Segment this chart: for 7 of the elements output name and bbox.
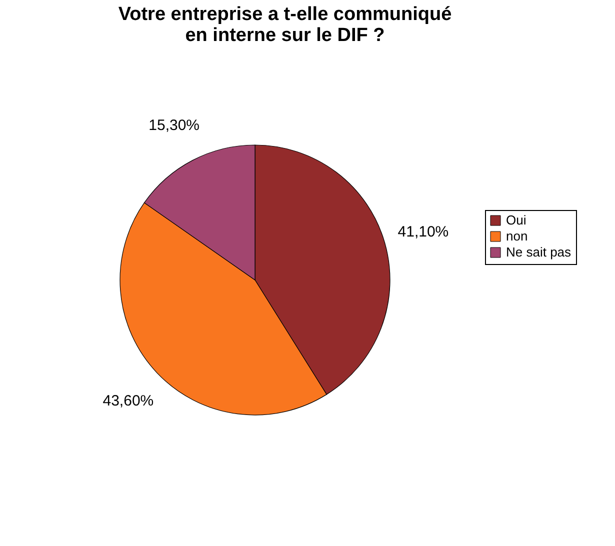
chart-title: Votre entreprise a t-elle communiqué en interne sur le DIF ?	[118, 4, 452, 46]
legend-label: Ne sait pas	[506, 244, 572, 260]
data-label: 43,60%	[102, 392, 154, 410]
data-label: 15,30%	[148, 116, 200, 134]
data-label: 41,10%	[398, 224, 449, 241]
legend-label: Oui	[506, 212, 526, 228]
legend-label: non	[506, 228, 528, 244]
